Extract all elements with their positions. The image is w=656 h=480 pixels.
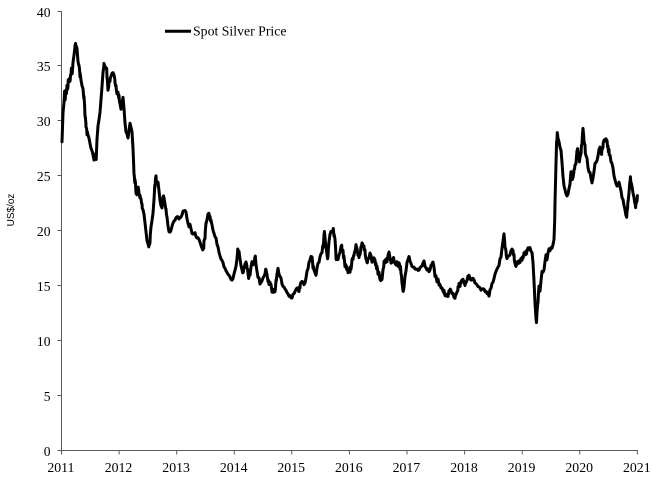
- svg-text:2020: 2020: [565, 460, 593, 475]
- svg-text:US$/oz: US$/oz: [6, 194, 17, 227]
- svg-text:2015: 2015: [277, 460, 305, 475]
- svg-text:2018: 2018: [450, 460, 478, 475]
- svg-text:30: 30: [37, 114, 51, 129]
- svg-text:20: 20: [37, 224, 51, 239]
- svg-text:2016: 2016: [335, 460, 363, 475]
- svg-text:2013: 2013: [162, 460, 190, 475]
- svg-text:10: 10: [37, 334, 51, 349]
- svg-text:25: 25: [37, 169, 51, 184]
- svg-text:0: 0: [44, 444, 51, 459]
- svg-text:5: 5: [44, 389, 51, 404]
- svg-text:40: 40: [37, 5, 51, 20]
- svg-text:2014: 2014: [220, 460, 248, 475]
- svg-text:Spot Silver Price: Spot Silver Price: [193, 24, 287, 39]
- svg-text:2011: 2011: [47, 460, 74, 475]
- svg-text:2021: 2021: [623, 460, 651, 475]
- svg-text:15: 15: [37, 279, 51, 294]
- svg-text:35: 35: [37, 59, 51, 74]
- svg-text:2017: 2017: [393, 460, 421, 475]
- svg-text:2012: 2012: [105, 460, 133, 475]
- svg-text:2019: 2019: [508, 460, 536, 475]
